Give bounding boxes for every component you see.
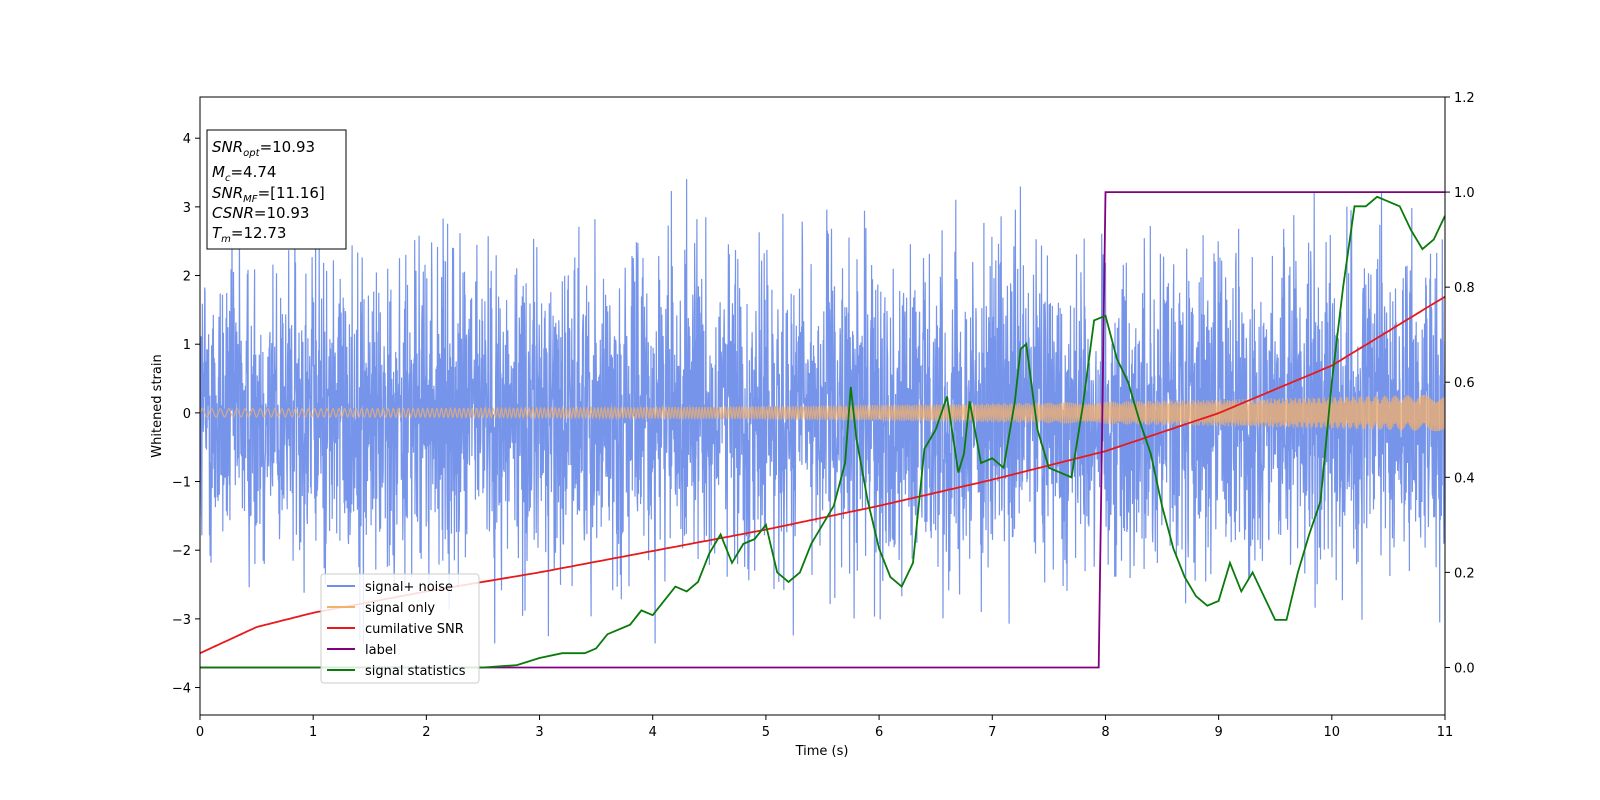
x-tick-label: 7: [988, 725, 996, 740]
y2-tick-label: 0.8: [1454, 281, 1475, 296]
annotation-box: SNRopt=10.93 Mc=4.74SNRMF=[11.16]CSNR=10.…: [206, 129, 347, 250]
x-tick-label: 5: [762, 725, 770, 740]
x-axis-label: Time (s): [795, 744, 849, 759]
legend-label: signal+ noise: [365, 580, 453, 595]
y-tick-label: −1: [172, 476, 191, 491]
y2-tick-label: 0.6: [1454, 376, 1475, 391]
y-tick-label: −4: [172, 682, 191, 697]
y-axis-label: Whitened strain: [150, 354, 165, 457]
y-tick-label: 2: [183, 270, 191, 285]
series-signal-only: [200, 394, 1445, 432]
y2-tick-label: 0.4: [1454, 471, 1475, 486]
y-tick-label: 0: [183, 407, 191, 422]
x-tick-label: 11: [1437, 725, 1454, 740]
annotation-line: SNRMF=[11.16]: [212, 184, 325, 205]
legend-frame: [320, 573, 480, 684]
x-tick-label: 1: [309, 725, 317, 740]
y-tick-label: 1: [183, 338, 191, 353]
y-tick-label: 3: [183, 201, 191, 216]
x-tick-label: 0: [196, 725, 204, 740]
x-tick-label: 10: [1324, 725, 1341, 740]
legend: signal+ noise signal only cumilative SNR la…: [320, 573, 480, 684]
series-signal-statistics: [200, 195, 1445, 669]
series-signal-noise: [200, 179, 1445, 644]
legend-label: signal only: [365, 601, 435, 616]
legend-label: label: [365, 643, 396, 658]
y2-tick-label: 0.0: [1454, 661, 1475, 676]
series-label: [200, 191, 1445, 669]
y-axis-ticks: −4 −3 −2 −1 0 1 2 3 4: [172, 132, 200, 697]
y2-tick-label: 1.2: [1454, 91, 1475, 106]
annotation-line: CSNR=10.93: [212, 204, 309, 222]
y-tick-label: −3: [172, 613, 191, 628]
y2-tick-label: 1.0: [1454, 186, 1475, 201]
x-tick-label: 8: [1101, 725, 1109, 740]
y2-tick-label: 0.2: [1454, 566, 1475, 581]
legend-label: cumilative SNR: [365, 622, 464, 637]
legend-label: signal statistics: [365, 664, 466, 679]
x-axis-ticks: 0 1 2 3 4 5 6 7 8 9 10 11: [196, 715, 1453, 740]
y-tick-label: 4: [183, 132, 191, 147]
x-tick-label: 6: [875, 725, 883, 740]
annotation-line: Tm=12.73: [212, 224, 286, 245]
y-tick-label: −2: [172, 544, 191, 559]
x-tick-label: 3: [535, 725, 543, 740]
y2-axis-ticks: 0.0 0.2 0.4 0.6 0.8 1.0 1.2: [1445, 91, 1475, 676]
plot-frame: [199, 96, 1446, 716]
x-tick-label: 9: [1214, 725, 1222, 740]
annotation-line: Mc=4.74: [212, 163, 276, 184]
annotation-frame: [206, 129, 347, 250]
x-tick-label: 4: [649, 725, 657, 740]
annotation-line: SNRopt=10.93: [212, 138, 315, 159]
x-tick-label: 2: [422, 725, 430, 740]
